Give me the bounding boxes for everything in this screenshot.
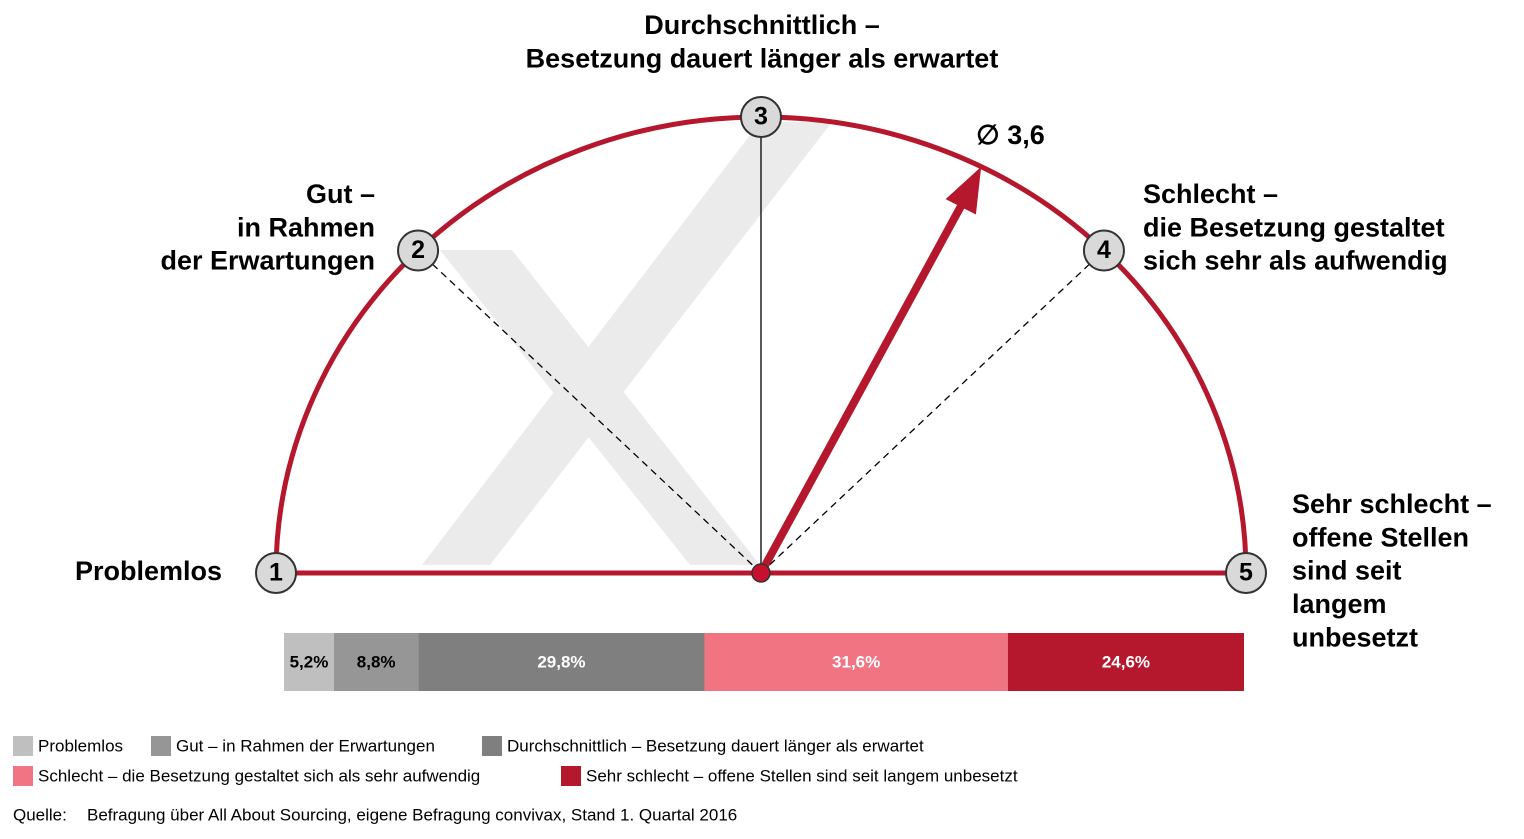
bar-segment xyxy=(704,633,1008,691)
legend-label: Schlecht – die Besetzung gestaltet sich … xyxy=(38,766,480,785)
needle-shaft xyxy=(757,200,967,575)
watermark xyxy=(422,122,832,565)
tick-number: 2 xyxy=(411,236,425,264)
bar-value-label: 5,2% xyxy=(290,652,329,671)
tick-label: Durchschnittlich – xyxy=(644,10,880,40)
bar-segment xyxy=(418,633,705,691)
tick-marker xyxy=(255,552,297,594)
source-text: Befragung über All About Sourcing, eigen… xyxy=(87,805,737,824)
tick-label: langem xyxy=(1292,589,1387,619)
tick-marker xyxy=(1225,552,1267,594)
legend-swatch xyxy=(13,766,33,786)
legend-swatch xyxy=(561,766,581,786)
tick-label: in Rahmen xyxy=(237,212,375,242)
tick-label: sind seit xyxy=(1292,556,1402,586)
bar-value-label: 29,8% xyxy=(537,652,585,671)
bar-segment xyxy=(1007,633,1244,691)
gauge-spoke xyxy=(417,250,762,574)
bar-segment xyxy=(333,633,419,691)
tick-label: der Erwartungen xyxy=(160,246,375,276)
legend-label: Gut – in Rahmen der Erwartungen xyxy=(176,736,435,755)
tick-label: die Besetzung gestaltet xyxy=(1143,212,1445,242)
legend-label: Sehr schlecht – offene Stellen sind seit… xyxy=(586,766,1018,785)
source-label: Quelle: xyxy=(13,805,67,824)
needle-head xyxy=(945,166,982,215)
legend-swatch xyxy=(151,736,171,756)
gauge-center xyxy=(751,563,771,583)
tick-marker xyxy=(740,96,782,138)
tick-number: 5 xyxy=(1239,559,1253,587)
legend-label: Problemlos xyxy=(38,736,123,755)
tick-label: Gut – xyxy=(306,179,375,209)
bar-value-label: 31,6% xyxy=(832,652,880,671)
bar-value-label: 8,8% xyxy=(357,652,396,671)
tick-number: 1 xyxy=(269,559,283,587)
tick-label: Problemlos xyxy=(75,556,222,586)
legend-swatch xyxy=(482,736,502,756)
tick-label: Schlecht – xyxy=(1143,179,1278,209)
legend-swatch xyxy=(13,736,33,756)
tick-marker xyxy=(397,229,440,272)
bar-value-label: 24,6% xyxy=(1102,652,1150,671)
tick-label: offene Stellen xyxy=(1292,522,1469,552)
tick-marker xyxy=(1082,229,1125,272)
tick-label: unbesetzt xyxy=(1292,622,1418,652)
tick-label: sich sehr als aufwendig xyxy=(1143,246,1448,276)
tick-label: Besetzung dauert länger als erwartet xyxy=(526,43,999,73)
tick-number: 4 xyxy=(1097,236,1111,264)
legend-label: Durchschnittlich – Besetzung dauert läng… xyxy=(507,736,924,755)
gauge-needle xyxy=(757,166,982,575)
gauge-spoke xyxy=(760,250,1105,574)
tick-number: 3 xyxy=(754,103,768,131)
bar-segment xyxy=(284,633,334,691)
value-label: ∅ 3,6 xyxy=(976,120,1045,150)
tick-label: Sehr schlecht – xyxy=(1292,489,1492,519)
